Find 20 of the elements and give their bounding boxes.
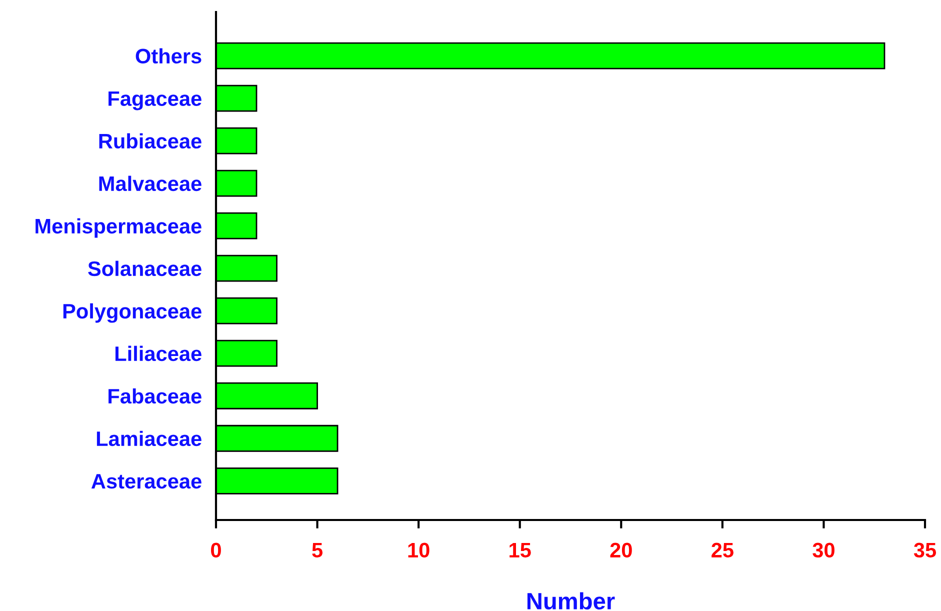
x-tick-label: 10: [408, 542, 430, 558]
y-tick-label: Menispermaceae: [36, 218, 202, 238]
y-tick-label: Malvaceae: [99, 176, 202, 192]
x-tick-label: 30: [812, 542, 834, 558]
x-tick-label: 35: [914, 542, 936, 558]
y-tick-label: Rubiaceae: [99, 133, 202, 149]
x-tick-label: 15: [510, 542, 531, 558]
y-tick-label: Fabaceae: [108, 388, 202, 404]
y-tick-label: Lamiaceae: [96, 430, 202, 446]
y-tick-label: Polygonaceae: [63, 303, 202, 323]
y-tick-label: Liliaceae: [115, 346, 202, 362]
x-tick-label: 25: [712, 542, 734, 558]
y-tick-label: Asteraceae: [91, 474, 202, 489]
x-tick-label: 20: [610, 542, 632, 558]
x-tick-label: 5: [312, 542, 322, 558]
y-tick-label: Solanaceae: [88, 260, 202, 276]
x-axis-title: Number: [527, 592, 615, 610]
y-tick-label: Fagaceae: [108, 91, 202, 110]
y-tick-label: Others: [136, 48, 202, 64]
x-tick-label: 0: [211, 542, 221, 558]
